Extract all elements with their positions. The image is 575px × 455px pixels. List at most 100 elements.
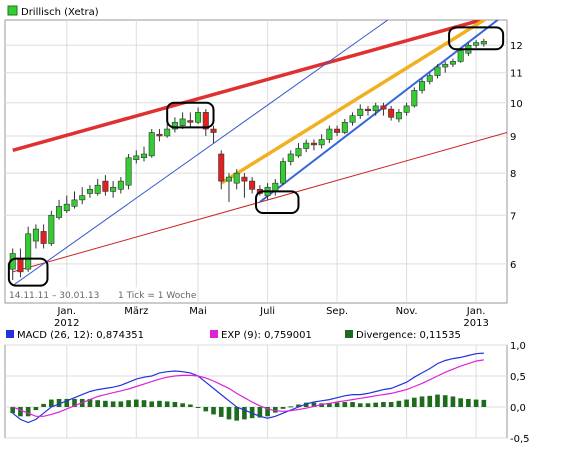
candle-body: [225, 176, 232, 182]
highlight-box-low-jan-2012: [7, 257, 49, 287]
trend-line-upper-resistance: [12, 20, 488, 153]
candle: [48, 210, 55, 246]
candle: [156, 129, 163, 142]
macd-y-tick-label: -0,5: [510, 434, 530, 445]
candle: [303, 139, 310, 153]
x-tick-label: Jan.: [466, 306, 486, 317]
candle: [287, 150, 294, 166]
chart-title: Drillisch (Xetra): [21, 7, 99, 18]
divergence-bar: [172, 402, 178, 407]
candle-body: [218, 153, 225, 182]
x-tick-label: Nov.: [396, 306, 418, 317]
candle: [187, 112, 194, 128]
candle-body: [117, 180, 124, 190]
candle: [419, 78, 426, 94]
candle: [56, 199, 63, 220]
candle: [25, 226, 32, 272]
candle-body: [388, 108, 395, 118]
exp-signal-line: [12, 359, 484, 417]
candle: [380, 102, 387, 116]
candle: [148, 129, 155, 158]
macd-y-tick-label: 1,0: [510, 341, 526, 352]
candle: [411, 87, 418, 108]
candle: [94, 179, 101, 196]
candle-body: [380, 105, 387, 110]
candle: [164, 123, 171, 138]
macd-legend-label: MACD (26, 12): 0,874351: [17, 330, 144, 341]
candle-body: [372, 105, 379, 112]
period-label: 14.11.11 – 30.01.13: [9, 291, 99, 301]
tick-label: 1 Tick = 1 Woche: [118, 291, 197, 301]
divergence-bar: [404, 399, 409, 407]
candle: [341, 118, 348, 135]
divergence-bar: [25, 407, 31, 417]
divergence-bar: [265, 407, 270, 417]
x-tick-year-label: 2012: [54, 318, 79, 329]
divergence-bar: [303, 402, 309, 407]
divergence-bar: [180, 403, 185, 407]
divergence-bar: [157, 400, 162, 407]
candle: [364, 105, 371, 116]
candle: [63, 195, 70, 214]
candle: [426, 72, 433, 85]
candle-body: [233, 172, 240, 184]
divergence-bar: [311, 402, 317, 407]
divergence-bar: [257, 407, 263, 418]
divergence-bar: [373, 402, 379, 407]
divergence-bar: [427, 395, 433, 407]
candle-body: [179, 118, 186, 126]
candle: [79, 187, 86, 205]
y-tick-label: 6: [510, 260, 516, 271]
candle: [442, 61, 449, 73]
x-tick-label: Jan.: [56, 306, 76, 317]
candle-body: [202, 112, 209, 130]
candle-body: [442, 63, 449, 68]
candle-body: [249, 180, 256, 190]
candle-body: [210, 128, 217, 133]
candle-body: [141, 153, 148, 159]
candle-body: [364, 108, 371, 112]
divergence-bar: [388, 402, 394, 407]
divergence-bar: [18, 407, 23, 417]
divergence-bar: [72, 398, 77, 407]
macd-y-axis-labels: 1,0 0,5 0,0 -0,5: [510, 341, 530, 445]
candle-body: [272, 182, 279, 192]
candle: [310, 139, 317, 151]
highlight-box-high-may-2012: [166, 101, 215, 129]
candle: [141, 146, 148, 162]
divergence-legend-label: Divergence: 0,11535: [356, 330, 461, 341]
divergence-bar: [133, 399, 139, 407]
candle: [480, 38, 487, 47]
candle-body: [357, 108, 364, 116]
divergence-bar: [118, 401, 124, 407]
candle: [40, 224, 47, 249]
candle-body: [318, 139, 325, 146]
candle-body: [287, 153, 294, 162]
trend-line-channel-top: [220, 20, 488, 185]
divergence-bar: [442, 395, 448, 407]
divergence-bar: [435, 394, 440, 407]
divergence-bar: [56, 398, 62, 407]
divergence-bar: [280, 407, 286, 409]
candle-body: [280, 161, 287, 184]
candle: [457, 47, 464, 63]
divergence-bar: [226, 407, 232, 420]
divergence-bar: [381, 402, 386, 407]
candle: [349, 112, 356, 126]
candle: [117, 177, 124, 194]
divergence-bar: [396, 400, 402, 407]
divergence-bar: [95, 400, 100, 407]
divergence-bar: [473, 399, 479, 407]
candle-body: [419, 81, 426, 91]
candle: [71, 191, 78, 209]
candle-body: [434, 66, 441, 76]
candle-body: [449, 61, 456, 65]
candle: [171, 117, 178, 133]
divergence-bar: [481, 399, 487, 407]
x-tick-label: Juli: [259, 306, 275, 317]
candle: [388, 105, 395, 121]
candle: [403, 102, 410, 116]
y-tick-label: 7: [510, 211, 516, 222]
candle: [473, 40, 480, 48]
candle: [318, 134, 325, 149]
